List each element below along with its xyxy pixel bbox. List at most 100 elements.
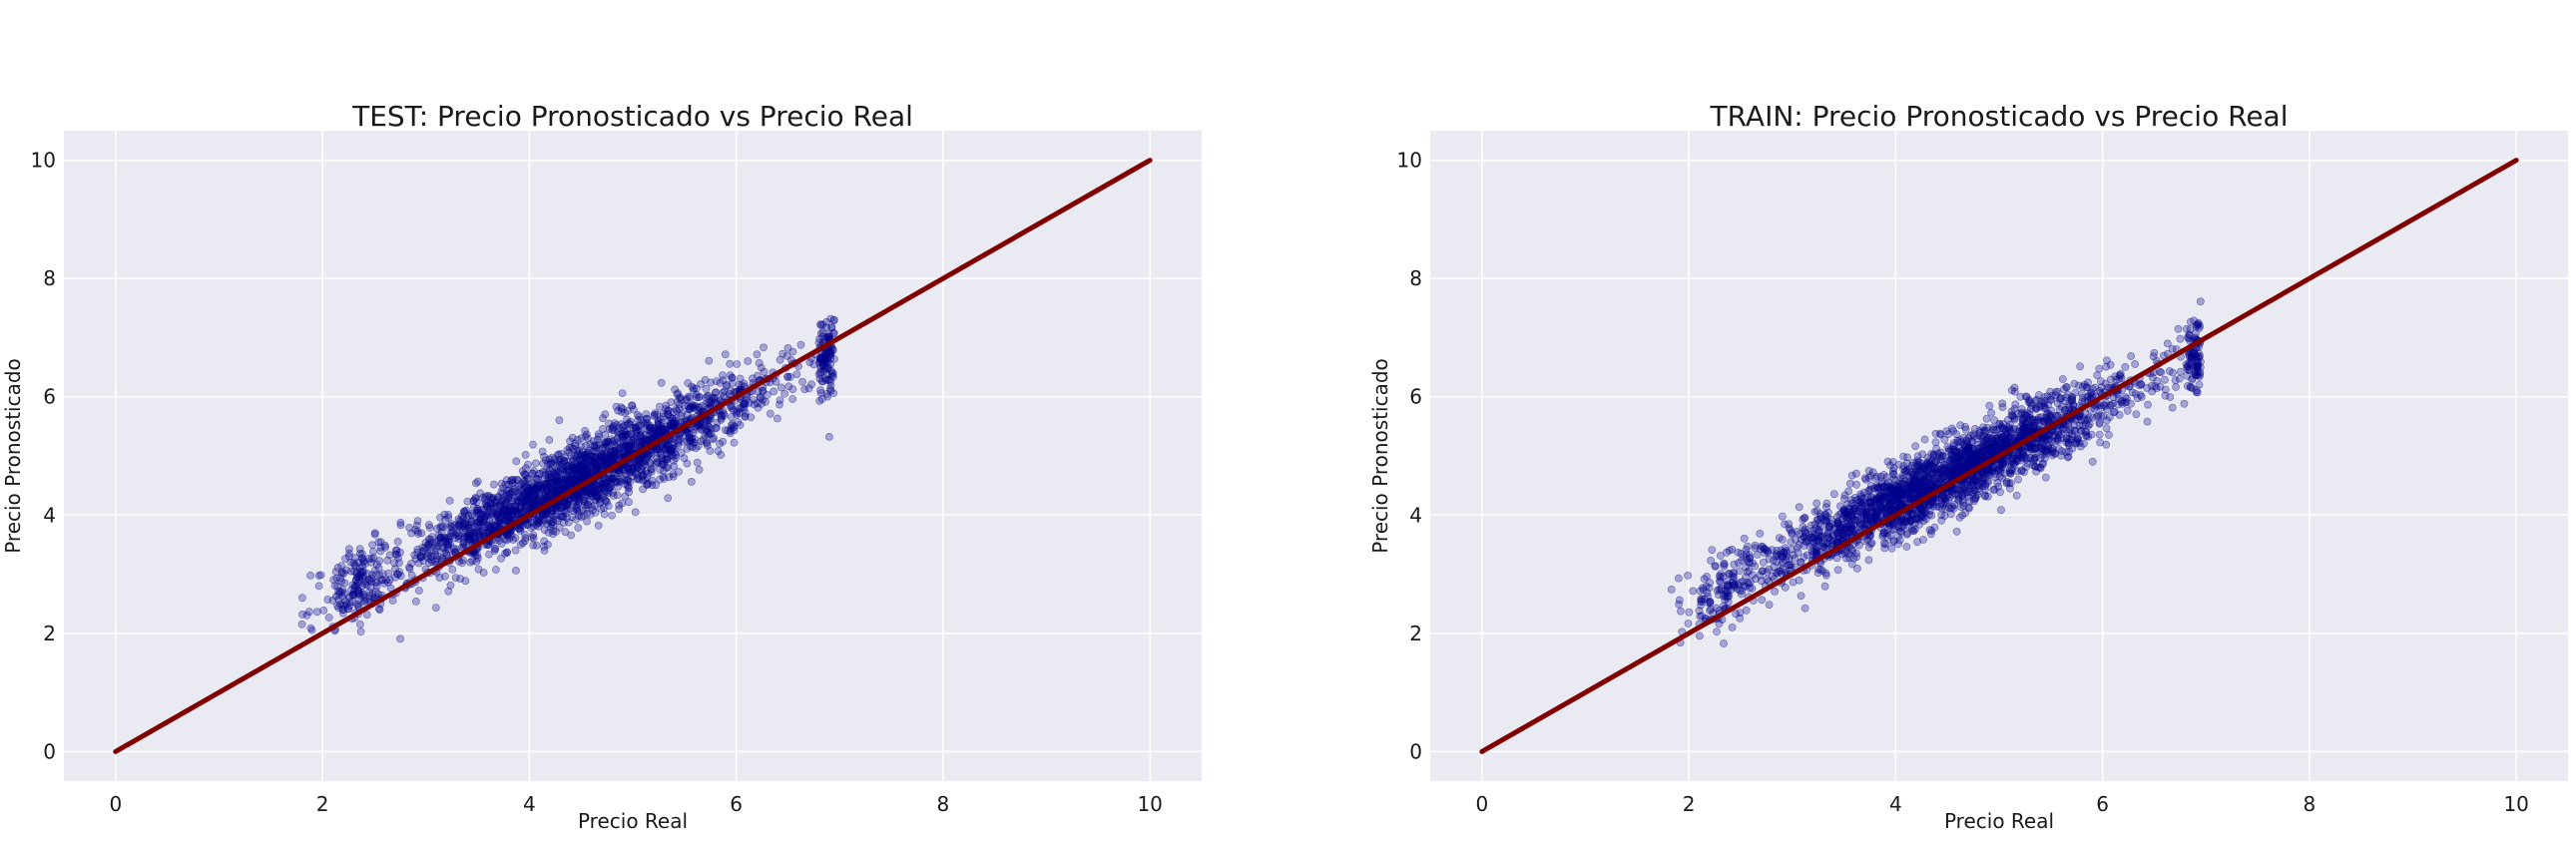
train-point-926 — [1796, 577, 1803, 584]
test-point-2403 — [561, 470, 568, 477]
test-point-2311 — [759, 387, 766, 394]
train-point-1925 — [2177, 368, 2184, 375]
test-point-781 — [498, 555, 505, 562]
train-point-1639 — [1902, 468, 1909, 475]
test-point-2493 — [830, 390, 837, 397]
test-point-2441 — [540, 468, 547, 475]
test-point-1902 — [657, 466, 664, 473]
test-point-2253 — [384, 557, 391, 564]
train-point-1497 — [1703, 573, 1710, 580]
test-point-2599 — [476, 530, 483, 537]
test-point-2345 — [307, 625, 314, 632]
test-point-2436 — [516, 526, 523, 533]
test-point-2328 — [677, 412, 684, 419]
test-point-2209 — [629, 402, 636, 409]
train-point-860 — [2071, 380, 2078, 387]
train-point-2317 — [1997, 507, 2004, 514]
test-point-2562 — [645, 470, 652, 477]
test-point-1271 — [522, 538, 529, 545]
test-point-2361 — [528, 499, 535, 506]
test-point-621 — [446, 497, 453, 504]
train-point-1851 — [1801, 554, 1807, 561]
test-point-1157 — [785, 383, 792, 390]
train-point-2307 — [1951, 501, 1958, 508]
test-point-1248 — [599, 425, 606, 432]
test-point-1991 — [336, 589, 343, 596]
train-point-56 — [1696, 632, 1703, 639]
test-point-2587 — [441, 534, 448, 541]
test-point-2429 — [698, 426, 705, 433]
test-point-1200 — [425, 522, 432, 529]
train-point-2120 — [2106, 414, 2113, 421]
test-point-1835 — [584, 510, 591, 517]
test-point-2516 — [523, 491, 530, 498]
test-y-tick-label-4: 8 — [43, 266, 56, 290]
train-point-2251 — [1809, 527, 1816, 534]
train-point-2103 — [1848, 548, 1855, 555]
test-point-2563 — [563, 503, 570, 510]
test-point-1941 — [522, 451, 529, 458]
test-point-2450 — [663, 464, 670, 471]
test-point-1815 — [719, 372, 726, 379]
test-point-538 — [512, 547, 519, 554]
test-point-2542 — [605, 455, 612, 462]
test-point-2218 — [360, 559, 367, 566]
test-point-1644 — [734, 360, 741, 367]
train-point-2289 — [2089, 385, 2096, 392]
train-point-166 — [1713, 629, 1720, 635]
test-point-278 — [546, 436, 553, 443]
test-point-1905 — [625, 499, 632, 506]
test-point-1984 — [651, 411, 658, 418]
train-point-2235 — [2103, 363, 2110, 370]
test-point-2598 — [827, 350, 834, 357]
test-point-617 — [512, 567, 519, 574]
test-point-1566 — [345, 553, 352, 560]
train-point-1518 — [2144, 401, 2151, 408]
test-point-2588 — [478, 515, 485, 522]
test-point-2593 — [569, 471, 576, 478]
train-point-1455 — [1882, 541, 1889, 548]
train-point-1327 — [1975, 486, 1982, 493]
train-point-2140 — [1735, 560, 1742, 567]
test-point-2520 — [513, 510, 520, 517]
test-point-2577 — [505, 510, 512, 517]
test-point-2581 — [703, 439, 710, 446]
train-point-2139 — [2014, 468, 2021, 475]
train-point-1385 — [2157, 383, 2164, 390]
test-point-2385 — [818, 333, 825, 340]
test-point-2212 — [823, 371, 830, 378]
test-point-2203 — [817, 362, 824, 369]
test-point-1637 — [743, 396, 750, 403]
test-point-2489 — [696, 393, 703, 400]
train-point-1185 — [2096, 420, 2103, 427]
train-point-701 — [2096, 431, 2103, 438]
train-point-767 — [1735, 549, 1742, 556]
test-point-2415 — [638, 469, 645, 476]
test-point-2508 — [325, 614, 332, 621]
train-point-1775 — [1741, 535, 1748, 542]
test-point-2503 — [830, 317, 837, 324]
train-point-2257 — [2068, 430, 2075, 437]
train-point-276 — [1729, 624, 1736, 631]
test-point-2566 — [461, 525, 468, 532]
test-point-1201 — [688, 478, 695, 485]
test-y-tick-label-3: 6 — [43, 385, 56, 409]
test-point-1997 — [549, 531, 556, 538]
test-point-135 — [356, 621, 363, 628]
test-point-1564 — [371, 531, 378, 538]
test-point-2381 — [610, 437, 617, 444]
test-point-2571 — [642, 435, 649, 442]
test-point-1875 — [541, 453, 548, 460]
test-y-tick-label-2: 4 — [43, 503, 56, 527]
test-point-2553 — [818, 395, 825, 402]
test-point-817 — [532, 460, 539, 467]
train-point-736 — [2077, 363, 2084, 370]
test-point-2276 — [713, 378, 720, 385]
test-point-2490 — [540, 460, 547, 467]
test-point-2057 — [729, 374, 736, 381]
test-point-2037 — [510, 536, 517, 543]
test-point-2424 — [350, 592, 357, 599]
test-point-2163 — [367, 584, 374, 591]
train-point-920 — [1798, 593, 1804, 600]
